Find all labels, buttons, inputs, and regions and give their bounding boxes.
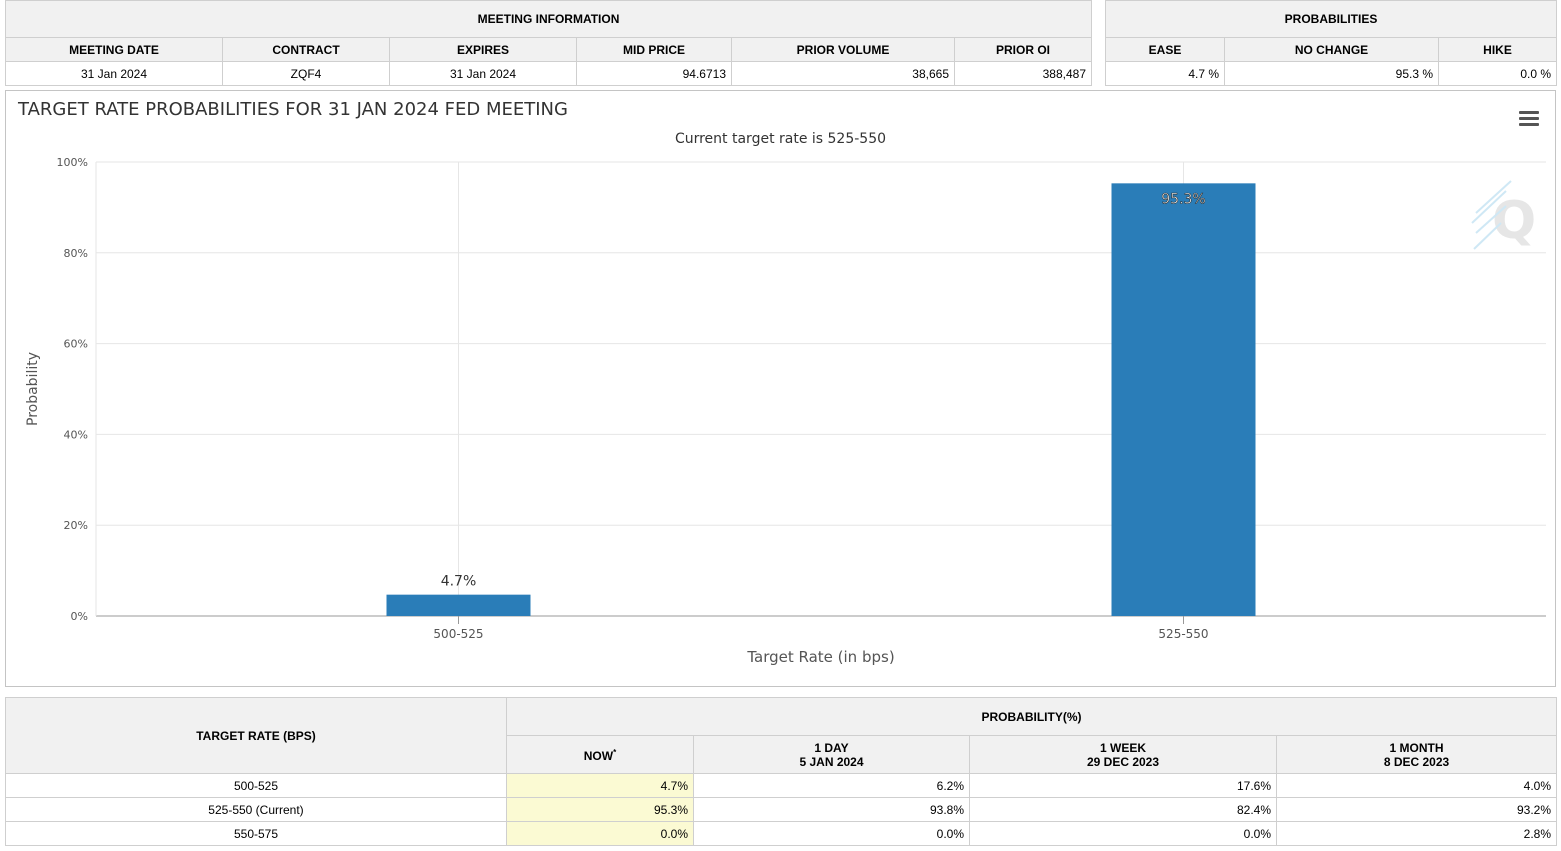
target-rate-header: TARGET RATE (BPS) (5, 697, 507, 774)
grid (95, 161, 1546, 617)
rate-cell: 550-575 (5, 821, 507, 846)
col-1-week-label: 1 WEEK (1099, 740, 1146, 755)
col-1-week-date: 29 DEC 2023 (1086, 754, 1160, 769)
probability-header: PROBABILITY(%) (506, 697, 1557, 736)
probabilities-table: PROBABILITIES EASE NO CHANGE HIKE 4.7 % … (1105, 0, 1557, 86)
week-cell: 17.6% (969, 773, 1277, 798)
col-1-week: 1 WEEK 29 DEC 2023 (969, 735, 1277, 774)
month-cell: 2.8% (1276, 821, 1557, 846)
table-row: 4.7 % 95.3 % 0.0 % (1105, 61, 1557, 86)
meeting-info-header: MEETING INFORMATION (5, 0, 1092, 38)
chart-title: TARGET RATE PROBABILITIES FOR 31 JAN 202… (18, 99, 568, 120)
chart-svg: Q 0% 20% 40% 60% 80% 100% 4.7% 95.3% 500-525 52… (25, 156, 1546, 666)
y-tick-label: 40% (64, 428, 88, 441)
y-tick-label: 0% (71, 610, 88, 623)
table-row: 550-575 0.0% 0.0% 0.0% 2.8% (5, 821, 1557, 846)
x-tick-label: 525-550 (1158, 627, 1208, 641)
expires-cell: 31 Jan 2024 (389, 61, 577, 86)
svg-text:Q: Q (1492, 191, 1536, 251)
target-rate-table: TARGET RATE (BPS) PROBABILITY(%) NOW* 1 … (5, 697, 1557, 846)
ease-cell: 4.7 % (1105, 61, 1225, 86)
y-tick-label: 20% (64, 519, 88, 532)
col-now: NOW* (506, 735, 694, 774)
col-now-footnote: * (613, 748, 617, 757)
bar[interactable] (386, 594, 531, 616)
table-row: 525-550 (Current) 95.3% 93.8% 82.4% 93.2… (5, 797, 1557, 822)
col-now-label: NOW (583, 749, 614, 763)
probabilities-header: PROBABILITIES (1105, 0, 1557, 38)
q-logo-icon: Q (1471, 180, 1536, 251)
y-tick-label: 60% (64, 338, 88, 351)
col-hike: HIKE (1438, 37, 1557, 62)
col-1-month-label: 1 MONTH (1389, 740, 1444, 755)
x-ticks: 500-525 525-550 (433, 616, 1209, 641)
week-cell: 82.4% (969, 797, 1277, 822)
day-cell: 6.2% (693, 773, 970, 798)
table-row: 500-525 4.7% 6.2% 17.6% 4.0% (5, 773, 1557, 798)
hike-cell: 0.0 % (1438, 61, 1557, 86)
meeting-date-cell: 31 Jan 2024 (5, 61, 223, 86)
col-meeting-date: MEETING DATE (5, 37, 223, 62)
mid-price-cell: 94.6713 (576, 61, 732, 86)
x-tick-label: 500-525 (433, 627, 483, 641)
col-prior-volume: PRIOR VOLUME (731, 37, 955, 62)
no-change-cell: 95.3 % (1224, 61, 1439, 86)
hamburger-menu-icon[interactable] (1519, 111, 1539, 127)
week-cell: 0.0% (969, 821, 1277, 846)
meeting-info-table: MEETING INFORMATION MEETING DATE CONTRAC… (5, 0, 1092, 86)
col-no-change: NO CHANGE (1224, 37, 1439, 62)
col-1-day-label: 1 DAY (814, 740, 849, 755)
chart-subtitle: Current target rate is 525-550 (674, 131, 887, 147)
now-cell: 0.0% (506, 821, 694, 846)
col-prior-oi: PRIOR OI (954, 37, 1092, 62)
month-cell: 93.2% (1276, 797, 1557, 822)
col-contract: CONTRACT (222, 37, 390, 62)
prior-oi-cell: 388,487 (954, 61, 1092, 86)
col-mid-price: MID PRICE (576, 37, 732, 62)
x-axis-label: Target Rate (in bps) (746, 648, 894, 666)
bar[interactable] (1111, 183, 1256, 616)
contract-cell: ZQF4 (222, 61, 390, 86)
day-cell: 93.8% (693, 797, 970, 822)
probability-chart: TARGET RATE PROBABILITIES FOR 31 JAN 202… (5, 90, 1556, 687)
now-cell: 95.3% (506, 797, 694, 822)
rate-cell: 500-525 (5, 773, 507, 798)
month-cell: 4.0% (1276, 773, 1557, 798)
y-tick-label: 100% (57, 156, 88, 169)
col-1-month: 1 MONTH 8 DEC 2023 (1276, 735, 1557, 774)
table-row: 31 Jan 2024 ZQF4 31 Jan 2024 94.6713 38,… (5, 61, 1092, 86)
col-1-day: 1 DAY 5 JAN 2024 (693, 735, 970, 774)
prior-volume-cell: 38,665 (731, 61, 955, 86)
col-expires: EXPIRES (389, 37, 577, 62)
col-1-day-date: 5 JAN 2024 (799, 754, 864, 769)
y-ticks: 0% 20% 40% 60% 80% 100% (57, 156, 88, 623)
rate-cell: 525-550 (Current) (5, 797, 507, 822)
day-cell: 0.0% (693, 821, 970, 846)
y-tick-label: 80% (64, 247, 88, 260)
col-1-month-date: 8 DEC 2023 (1383, 754, 1450, 769)
now-cell: 4.7% (506, 773, 694, 798)
bar-data-label: 95.3% (1161, 191, 1205, 207)
col-ease: EASE (1105, 37, 1225, 62)
bars: 4.7% 95.3% (386, 183, 1256, 616)
y-axis-label: Probability (25, 352, 41, 426)
bar-data-label: 4.7% (441, 574, 477, 590)
